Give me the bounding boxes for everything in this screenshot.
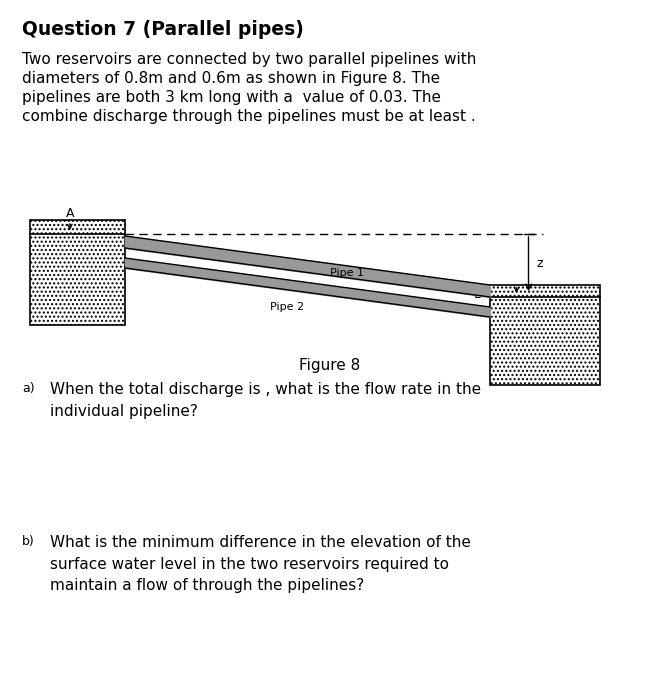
- Text: pipelines are both 3 km long with a  value of 0.03. The: pipelines are both 3 km long with a valu…: [22, 90, 441, 105]
- Text: Figure 8: Figure 8: [300, 358, 360, 373]
- Text: A: A: [65, 207, 74, 220]
- Text: Two reservoirs are connected by two parallel pipelines with: Two reservoirs are connected by two para…: [22, 52, 477, 67]
- Text: When the total discharge is , what is the flow rate in the
individual pipeline?: When the total discharge is , what is th…: [50, 382, 481, 419]
- Bar: [490, 285, 600, 385]
- Text: B: B: [473, 288, 482, 302]
- Text: Question 7 (Parallel pipes): Question 7 (Parallel pipes): [22, 20, 304, 39]
- Text: a): a): [22, 382, 34, 395]
- Bar: [30, 220, 125, 325]
- Text: Pipe 2: Pipe 2: [271, 302, 304, 312]
- Text: z: z: [537, 257, 543, 270]
- Text: Pipe 1: Pipe 1: [331, 269, 364, 279]
- Text: What is the minimum difference in the elevation of the
surface water level in th: What is the minimum difference in the el…: [50, 535, 471, 593]
- Text: diameters of 0.8m and 0.6m as shown in Figure 8. The: diameters of 0.8m and 0.6m as shown in F…: [22, 71, 440, 86]
- Text: combine discharge through the pipelines must be at least .: combine discharge through the pipelines …: [22, 109, 476, 124]
- Text: b): b): [22, 535, 35, 548]
